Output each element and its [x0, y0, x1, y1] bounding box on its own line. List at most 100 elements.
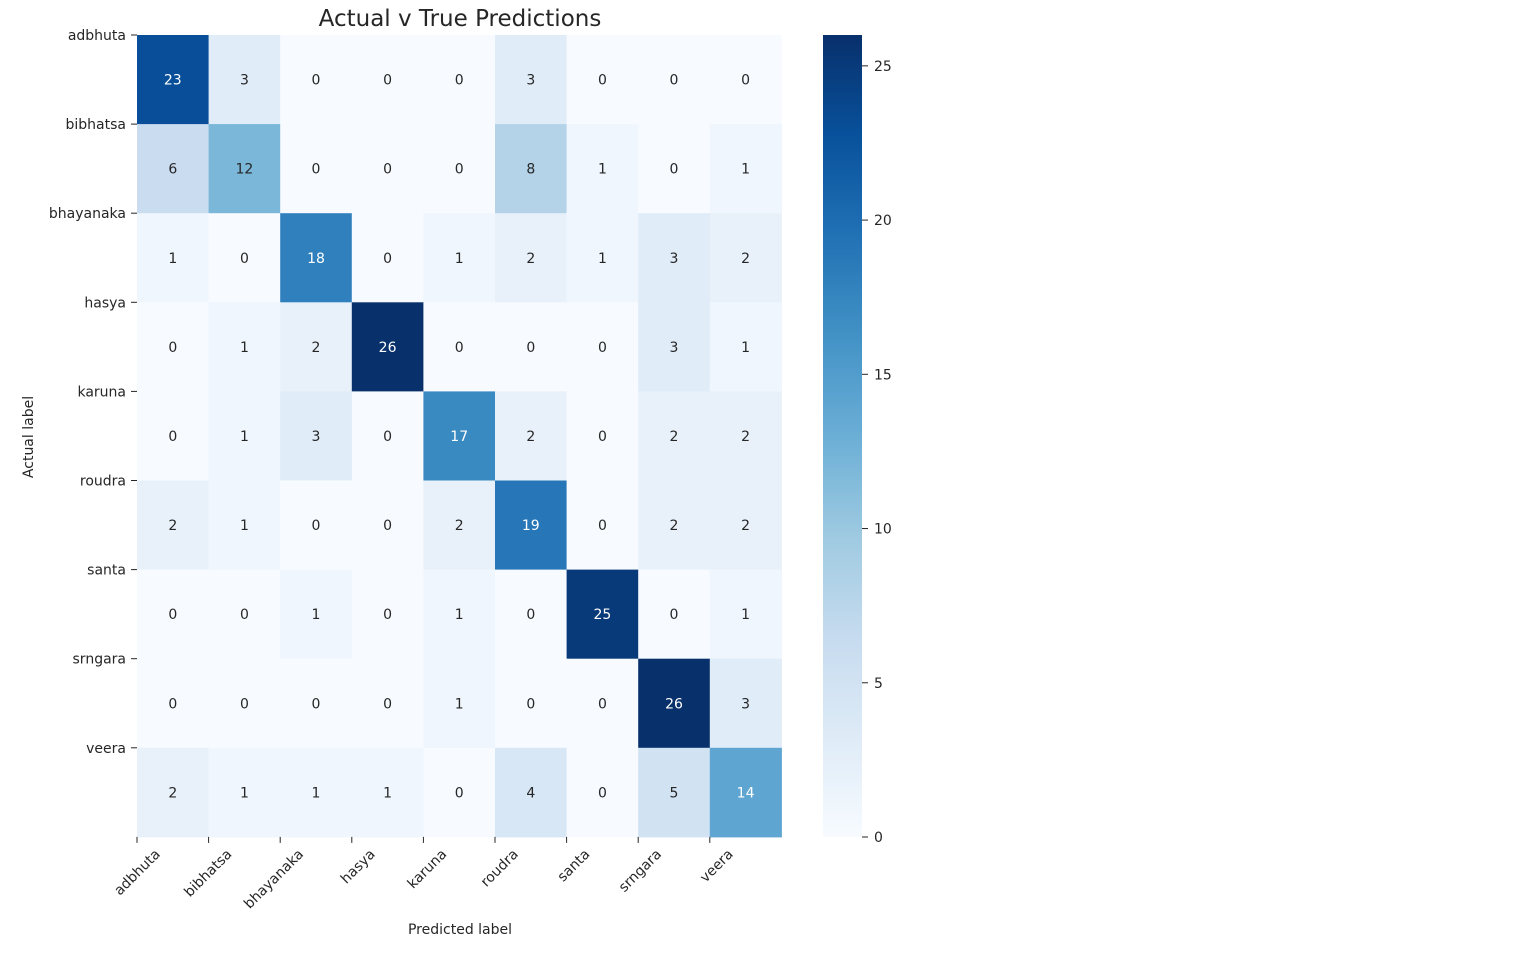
heatmap-cell — [280, 658, 353, 749]
cell-value-label: 1 — [312, 785, 321, 801]
heatmap-cell — [638, 747, 711, 838]
cell-value-label: 0 — [383, 251, 392, 267]
cell-value-label: 0 — [526, 696, 535, 712]
heatmap-cell — [423, 302, 496, 392]
heatmap-cell — [208, 391, 281, 481]
heatmap-cell — [208, 569, 281, 660]
cell-value-label: 0 — [312, 162, 321, 178]
heatmap-cell — [495, 658, 568, 749]
heatmap-cell — [638, 480, 711, 571]
heatmap-cell — [351, 302, 424, 392]
heatmap-cell — [351, 391, 424, 481]
heatmap-cell — [280, 124, 353, 214]
x-tick-label: bibhatsa — [181, 846, 235, 900]
colorbar-tick-label: 10 — [874, 522, 892, 538]
colorbar-tick-label: 0 — [874, 830, 883, 846]
cell-value-label: 3 — [312, 429, 321, 445]
heatmap-cell — [423, 480, 496, 571]
y-tick-label: karuna — [77, 384, 126, 400]
heatmap-cell — [351, 213, 424, 303]
colorbar-ticks: 0 5 10 15 20 25 — [862, 59, 892, 846]
cell-value-label: 2 — [741, 518, 750, 534]
cell-value-label: 12 — [235, 162, 253, 178]
heatmap-cell — [638, 302, 711, 392]
cell-value-label: 1 — [455, 607, 464, 623]
cell-value-label: 1 — [240, 340, 249, 356]
x-tick-label: bhayanaka — [241, 846, 307, 912]
x-tick-label: srngara — [616, 846, 665, 895]
cell-value-label: 0 — [168, 340, 177, 356]
heatmap-cell — [351, 569, 424, 660]
cell-value-label: 3 — [240, 73, 249, 89]
cell-value-label: 0 — [598, 429, 607, 445]
cell-value-label: 0 — [526, 340, 535, 356]
heatmap-cell — [280, 35, 353, 125]
heatmap-cell — [566, 302, 639, 392]
cell-value-label: 0 — [240, 251, 249, 267]
cell-value-label: 5 — [670, 785, 679, 801]
x-tick-label: karuna — [405, 846, 451, 892]
y-axis-label: Actual label — [21, 396, 37, 478]
cell-value-label: 18 — [307, 251, 325, 267]
heatmap-cell — [280, 391, 353, 481]
cell-value-label: 2 — [670, 429, 679, 445]
cell-value-label: 0 — [168, 696, 177, 712]
heatmap-cell — [495, 124, 568, 214]
cell-value-label: 1 — [598, 162, 607, 178]
cell-value-label: 0 — [670, 73, 679, 89]
cell-value-label: 3 — [670, 340, 679, 356]
heatmap-cell — [208, 747, 281, 838]
heatmap-cell — [709, 213, 782, 303]
colorbar-tick-label: 25 — [874, 59, 892, 75]
cell-value-label: 0 — [383, 607, 392, 623]
cell-value-label: 0 — [598, 73, 607, 89]
heatmap-cell — [709, 391, 782, 481]
heatmap-cell — [423, 569, 496, 660]
cell-value-label: 1 — [455, 251, 464, 267]
heatmap-cell — [137, 658, 210, 749]
y-tick-label: veera — [86, 741, 126, 757]
x-axis-label: Predicted label — [408, 922, 512, 938]
cell-value-label: 2 — [670, 518, 679, 534]
cell-value-label: 0 — [598, 696, 607, 712]
x-tick-label: santa — [555, 846, 594, 885]
cell-value-label: 1 — [240, 518, 249, 534]
cell-value-label: 1 — [741, 162, 750, 178]
cell-value-label: 6 — [168, 162, 177, 178]
heatmap-cell — [137, 35, 210, 125]
cell-value-label: 0 — [670, 607, 679, 623]
colorbar-tick-label: 20 — [874, 213, 892, 229]
cell-value-label: 26 — [665, 696, 683, 712]
x-tick-label: hasya — [338, 846, 379, 887]
heatmap-cell — [566, 747, 639, 838]
heatmap-cell — [351, 35, 424, 125]
cell-value-label: 2 — [168, 785, 177, 801]
x-tick-label: veera — [697, 846, 736, 885]
cell-value-label: 0 — [455, 785, 464, 801]
cell-value-label: 0 — [168, 429, 177, 445]
colorbar-tick-label: 5 — [874, 676, 883, 692]
heatmap-cell — [137, 302, 210, 392]
cell-value-label: 0 — [526, 607, 535, 623]
cell-value-label: 2 — [741, 251, 750, 267]
heatmap-cell — [495, 391, 568, 481]
x-tick-labels: adbhuta bibhatsa bhayanaka hasya karuna roudr… — [111, 836, 737, 912]
heatmap-cell — [137, 747, 210, 838]
heatmap-cell — [423, 391, 496, 481]
cell-value-label: 0 — [240, 607, 249, 623]
cell-value-label: 0 — [383, 518, 392, 534]
heatmap-cell — [423, 658, 496, 749]
heatmap-cell — [709, 658, 782, 749]
cell-value-label: 14 — [737, 785, 755, 801]
cell-value-label: 0 — [168, 607, 177, 623]
heatmap-cell — [709, 124, 782, 214]
heatmap-cell — [495, 35, 568, 125]
heatmap-cell — [137, 124, 210, 214]
heatmap-cell — [566, 480, 639, 571]
cell-value-label: 3 — [526, 73, 535, 89]
heatmap-cell — [280, 302, 353, 392]
cell-value-label: 0 — [598, 518, 607, 534]
heatmap-cell — [137, 213, 210, 303]
cell-value-label: 0 — [598, 785, 607, 801]
cell-value-label: 0 — [741, 73, 750, 89]
